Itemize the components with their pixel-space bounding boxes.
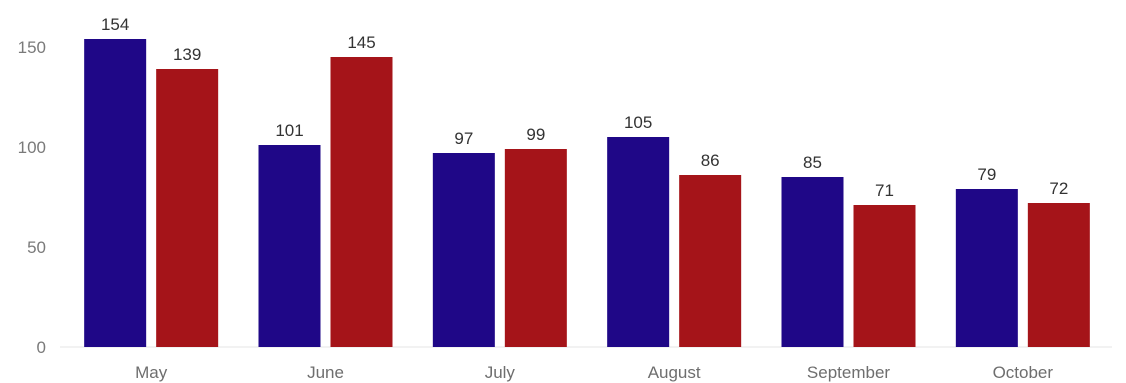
data-label-june-series-2: 145 xyxy=(347,33,375,52)
bar-july-series-1 xyxy=(432,153,495,347)
y-axis: 0 50 100 150 xyxy=(18,38,46,357)
y-tick-label: 50 xyxy=(27,238,46,257)
y-tick-label: 100 xyxy=(18,138,46,157)
bar-july-series-2 xyxy=(504,149,567,347)
data-label-september-series-1: 85 xyxy=(803,153,822,172)
x-tick-label-august: August xyxy=(648,363,701,382)
bar-august-series-2 xyxy=(679,175,742,347)
x-tick-label-july: July xyxy=(485,363,516,382)
bar-june-series-1 xyxy=(258,145,321,347)
bars xyxy=(84,39,1090,347)
data-label-july-series-2: 99 xyxy=(526,125,545,144)
data-label-august-series-1: 105 xyxy=(624,113,652,132)
data-label-october-series-1: 79 xyxy=(977,165,996,184)
data-label-june-series-1: 101 xyxy=(275,121,303,140)
x-tick-label-september: September xyxy=(807,363,890,382)
bar-august-series-1 xyxy=(607,137,670,347)
bar-may-series-1 xyxy=(84,39,147,347)
data-label-october-series-2: 72 xyxy=(1049,179,1068,198)
data-label-july-series-1: 97 xyxy=(454,129,473,148)
y-tick-label: 150 xyxy=(18,38,46,57)
bar-october-series-1 xyxy=(955,189,1018,347)
x-tick-label-june: June xyxy=(307,363,344,382)
bar-may-series-2 xyxy=(156,69,219,347)
bar-september-series-1 xyxy=(781,177,844,347)
data-label-august-series-2: 86 xyxy=(701,151,720,170)
x-axis: May June July August September October xyxy=(135,363,1053,382)
data-label-may-series-2: 139 xyxy=(173,45,201,64)
bar-october-series-2 xyxy=(1027,203,1090,347)
bar-june-series-2 xyxy=(330,57,393,347)
data-label-may-series-1: 154 xyxy=(101,15,129,34)
data-label-september-series-2: 71 xyxy=(875,181,894,200)
x-tick-label-october: October xyxy=(993,363,1054,382)
data-labels: 154 139 101 145 97 99 105 86 85 71 79 72 xyxy=(101,15,1068,200)
x-tick-label-may: May xyxy=(135,363,168,382)
bar-september-series-2 xyxy=(853,205,916,347)
y-tick-label: 0 xyxy=(37,338,46,357)
